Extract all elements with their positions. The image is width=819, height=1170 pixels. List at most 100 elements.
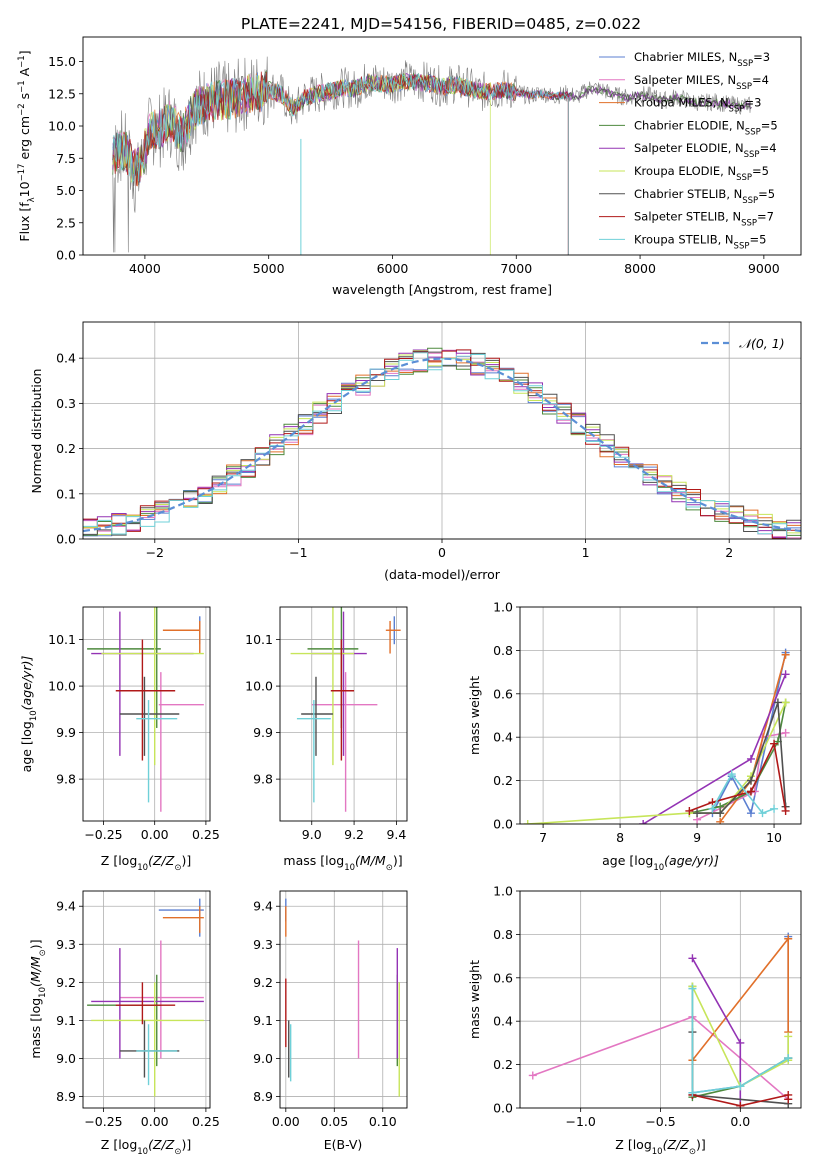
y-tick-label: 0.2: [56, 441, 76, 456]
weight-marker: [746, 776, 755, 785]
y-tick-label: 15.0: [48, 54, 76, 69]
plot-area: [285, 898, 400, 1097]
x-tick-label: 9.0: [302, 827, 322, 842]
y-tick-label: 10.0: [245, 679, 273, 694]
y-tick-label: 2.5: [56, 215, 76, 230]
y-tick-label: 12.5: [48, 86, 76, 101]
axes-frame: [82, 606, 211, 822]
x-tick-label: 9.2: [344, 827, 364, 842]
normal-curve: [83, 357, 801, 533]
x-tick-label: −1.0: [565, 1114, 595, 1129]
plot-area: [83, 347, 801, 539]
x-axis-label: (data-model)/error: [384, 567, 501, 582]
legend-label: Chabrier STELIB, NSSP=5: [634, 187, 775, 206]
model-spectrum-2: [112, 73, 569, 255]
chart-layer: 4000 5000 6000 7000 8000 90000.02.55.07.510.0…: [17, 36, 802, 1157]
x-tick-label: 9000: [748, 261, 780, 276]
x-tick-label: −0.5: [645, 1114, 675, 1129]
y-tick-label: 9.3: [253, 937, 273, 952]
y-tick-label: 0.4: [56, 351, 76, 366]
x-tick-label: 0.10: [369, 1114, 397, 1129]
axes-frame: [82, 36, 802, 256]
y-tick-label: 9.8: [253, 772, 273, 787]
y-tick-label: 9.1: [253, 1013, 273, 1028]
x-tick-label: 0.00: [141, 1114, 169, 1129]
x-axis-label: E(B-V): [324, 1137, 363, 1152]
x-tick-label: 0.25: [192, 1114, 220, 1129]
y-tick-label: 0.4: [493, 730, 513, 745]
weight-marker: [781, 698, 790, 707]
histogram-7: [83, 349, 801, 539]
y-axis-label: mass weight: [467, 960, 482, 1039]
x-tick-label: 6000: [377, 261, 409, 276]
x-tick-label: 1: [582, 545, 590, 560]
x-tick-label: 8000: [624, 261, 656, 276]
axes-frame: [82, 890, 211, 1109]
y-tick-label: 0.6: [493, 970, 513, 985]
weight-marker: [736, 1082, 745, 1091]
y-tick-label: 10.1: [48, 632, 76, 647]
figure-title: PLATE=2241, MJD=54156, FIBERID=0485, z=0…: [241, 15, 641, 33]
x-tick-label: 9.4: [386, 827, 406, 842]
weight-marker: [746, 754, 755, 763]
y-tick-label: 0.0: [493, 817, 513, 832]
plot-area: [87, 607, 204, 812]
x-tick-label: 4000: [129, 261, 161, 276]
legend-label: Kroupa STELIB, NSSP=5: [634, 232, 766, 251]
y-tick-label: 0.0: [493, 1101, 513, 1116]
axes-age-vs-mass: 9.0 9.2 9.4 9.8 9.9 10.0 10.1 mass [log10(M/M⊙)…: [245, 606, 408, 873]
x-tick-label: 7000: [500, 261, 532, 276]
y-tick-label: 0.2: [493, 1057, 513, 1072]
model-spectrum-0: [112, 72, 569, 255]
model-spectrum-7: [112, 71, 569, 255]
y-tick-label: 0.8: [493, 927, 513, 942]
x-axis-label: Z [log10(Z/Z⊙)]: [101, 853, 191, 873]
y-axis-label: Flux [fλ10−17 erg cm−2 s−1 A−1]: [17, 50, 37, 241]
weight-line-4: [691, 957, 742, 1106]
legend-label: 𝒩(0, 1): [739, 336, 785, 351]
legend-label: Kroupa ELODIE, NSSP=5: [634, 164, 769, 183]
axes-age-vs-Z: −0.25 0.00 0.25 9.8 9.9 10.0 10.1 Z [log10(Z/Z⊙…: [19, 606, 220, 873]
weight-marker: [784, 934, 793, 943]
y-axis-label: age [log10(age/yr)]: [19, 656, 39, 773]
x-tick-label: 0.25: [192, 827, 220, 842]
x-axis-label: Z [log10(Z/Z⊙)]: [615, 1137, 705, 1157]
y-tick-label: 0.2: [493, 773, 513, 788]
plot-area: [87, 898, 204, 1097]
y-tick-label: 0.0: [56, 248, 76, 263]
legend-label: Salpeter MILES, NSSP=4: [634, 73, 769, 92]
weight-marker: [639, 820, 648, 824]
model-spectrum-8: [112, 73, 569, 255]
x-tick-label: 0.0: [730, 1114, 750, 1129]
y-tick-label: 8.9: [56, 1089, 76, 1104]
legend-label: Kroupa MILES, NSSP=3: [634, 96, 761, 115]
weight-marker: [784, 1032, 793, 1041]
weight-line-8: [711, 772, 775, 815]
x-tick-label: 0.05: [320, 1114, 348, 1129]
y-tick-label: 9.2: [253, 975, 273, 990]
y-tick-label: 0.3: [56, 396, 76, 411]
axes-frame: [82, 321, 802, 540]
weight-marker: [746, 809, 755, 818]
y-axis-label: mass [log10(M/M⊙)]: [28, 939, 48, 1058]
axes-weight-vs-Z: −1.0 −0.5 0.0 0.0 0.2 0.4 0.6 0.8 1.0 Z [log10(Z/…: [467, 884, 802, 1157]
axes-mass-vs-Z: −0.25 0.00 0.25 8.9 9.0 9.1 9.2 9.3 9.4 Z [log10(…: [28, 890, 220, 1157]
y-tick-label: 10.0: [48, 679, 76, 694]
plot-area: [112, 56, 752, 255]
y-tick-label: 9.3: [56, 937, 76, 952]
x-tick-label: 0.00: [141, 827, 169, 842]
weight-marker: [746, 787, 755, 796]
y-tick-label: 0.0: [56, 532, 76, 547]
axes-frame: [279, 890, 408, 1109]
x-tick-label: −0.25: [84, 827, 122, 842]
weight-marker: [781, 728, 790, 737]
weight-marker: [773, 698, 782, 707]
plot-area: [528, 932, 793, 1108]
y-tick-label: 0.8: [493, 643, 513, 658]
plot-area: [523, 648, 790, 824]
weight-marker: [693, 809, 702, 818]
weight-marker: [685, 806, 694, 815]
weight-marker: [523, 820, 532, 824]
x-tick-label: 9: [693, 830, 701, 845]
